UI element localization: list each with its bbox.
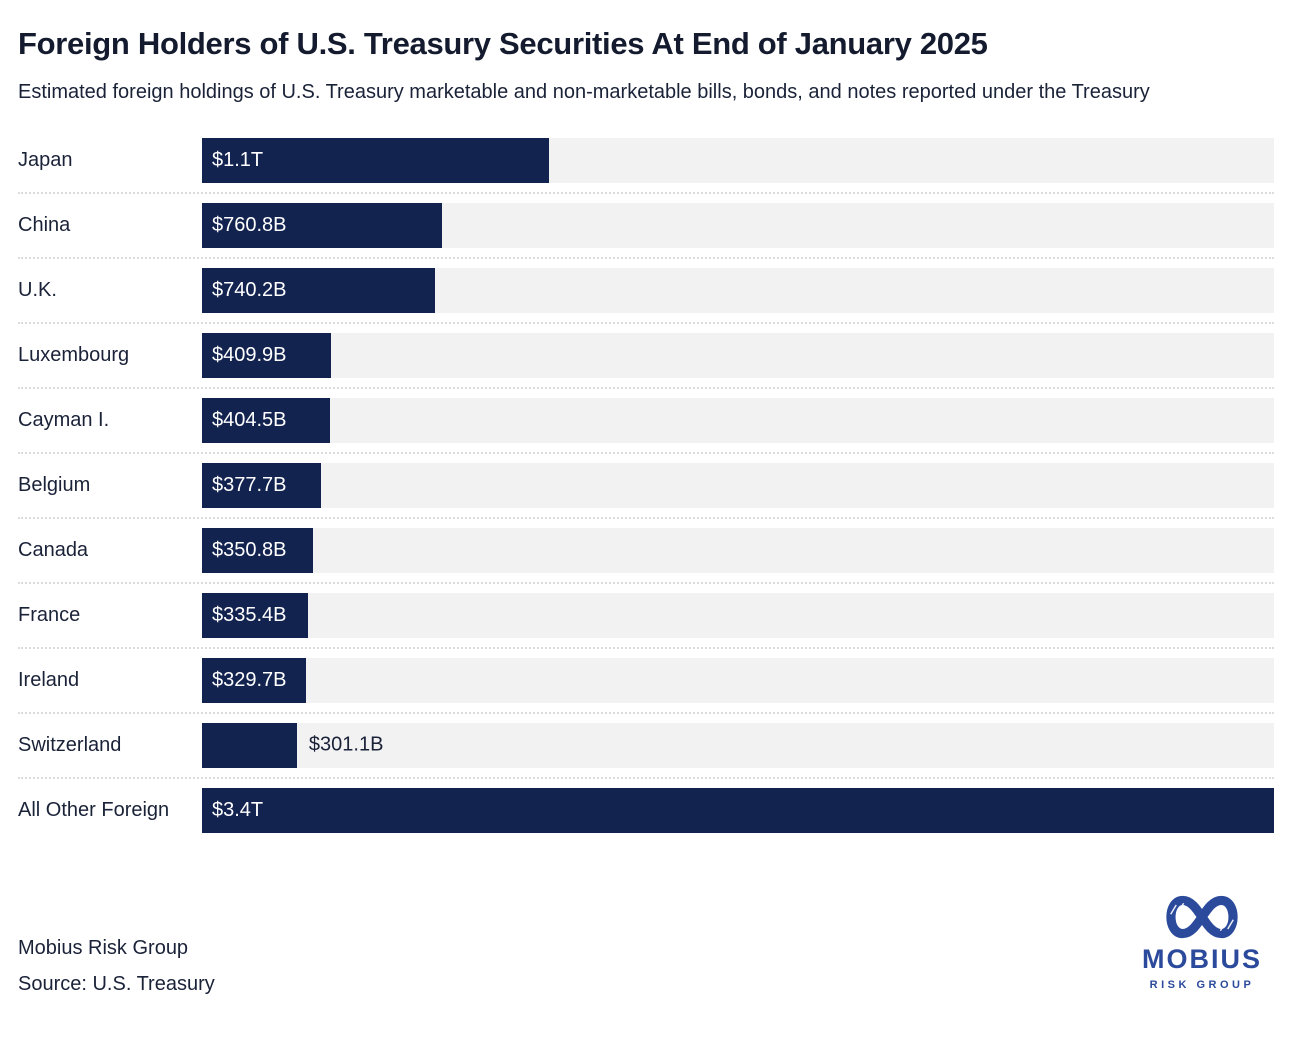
- chart-row: Belgium $377.7B: [18, 454, 1274, 519]
- category-label: China: [18, 213, 71, 236]
- bar: [202, 722, 297, 768]
- bar: $329.7B: [202, 657, 306, 703]
- category-label: Belgium: [18, 473, 91, 496]
- bar-value-label: $3.4T: [212, 798, 264, 821]
- bar-value-label: $409.9B: [212, 343, 287, 366]
- bar: $377.7B: [202, 462, 322, 508]
- chart-row: Cayman I. $404.5B: [18, 389, 1274, 454]
- chart-row: U.K. $740.2B: [18, 259, 1274, 324]
- chart-row: Switzerland $301.1B: [18, 714, 1274, 779]
- bar: $409.9B: [202, 332, 332, 378]
- bar: $760.8B: [202, 202, 442, 248]
- chart-row: Luxembourg $409.9B: [18, 324, 1274, 389]
- bar-track: $329.7B: [202, 657, 1274, 703]
- bar-value-label: $377.7B: [212, 473, 287, 496]
- bar: $404.5B: [202, 397, 330, 443]
- bar-track: $409.9B: [202, 332, 1274, 378]
- bar-track: $301.1B: [202, 722, 1274, 768]
- credits: Mobius Risk Group Source: U.S. Treasury: [18, 931, 215, 1002]
- bar-track: $1.1T: [202, 137, 1274, 183]
- bar: $740.2B: [202, 267, 436, 313]
- attribution-text: Mobius Risk Group: [18, 937, 189, 960]
- chart-row: China $760.8B: [18, 194, 1274, 259]
- chart-subtitle: Estimated foreign holdings of U.S. Treas…: [18, 81, 1150, 103]
- category-label: Japan: [18, 148, 73, 171]
- bar: $3.4T: [202, 787, 1274, 833]
- page-title: Foreign Holders of U.S. Treasury Securit…: [18, 26, 988, 61]
- bar-value-label: $740.2B: [212, 278, 287, 301]
- bar-chart: Japan $1.1T China $760.8B U.K. $740.2B Luxembo…: [18, 129, 1274, 842]
- bar-value-label: $335.4B: [212, 603, 287, 626]
- chart-row: France $335.4B: [18, 584, 1274, 649]
- footer: Mobius Risk Group Source: U.S. Treasury …: [18, 892, 1274, 1003]
- category-label: Luxembourg: [18, 343, 130, 366]
- bar: $1.1T: [202, 137, 549, 183]
- bar-value-label: $329.7B: [212, 668, 287, 691]
- source-text: Source: U.S. Treasury: [18, 973, 215, 995]
- category-label: Cayman I.: [18, 408, 110, 431]
- category-label: Switzerland: [18, 733, 122, 756]
- logo-subwordmark: RISK GROUP: [1149, 978, 1255, 991]
- category-label: All Other Foreign: [18, 798, 170, 821]
- bar-track: $3.4T: [202, 787, 1274, 833]
- bar-track: $404.5B: [202, 397, 1274, 443]
- category-label: Canada: [18, 538, 89, 561]
- chart-row: All Other Foreign $3.4T: [18, 779, 1274, 842]
- mobius-logo: MOBIUS RISK GROUP: [1142, 892, 1262, 1003]
- bar: $350.8B: [202, 527, 313, 573]
- logo-wordmark: MOBIUS: [1142, 943, 1262, 974]
- bar: $335.4B: [202, 592, 308, 638]
- bar-value-label: $301.1B: [308, 733, 384, 756]
- chart-row: Japan $1.1T: [18, 129, 1274, 194]
- bar-track: $760.8B: [202, 202, 1274, 248]
- bar-track: $350.8B: [202, 527, 1274, 573]
- mobius-infinity-icon: [1166, 895, 1238, 938]
- bar-value-label: $760.8B: [212, 213, 287, 236]
- category-label: Ireland: [18, 668, 80, 691]
- chart-row: Ireland $329.7B: [18, 649, 1274, 714]
- bar-track: $740.2B: [202, 267, 1274, 313]
- bar-value-label: $350.8B: [212, 538, 287, 561]
- category-label: U.K.: [18, 278, 57, 301]
- category-label: France: [18, 603, 81, 626]
- bar-value-label: $404.5B: [212, 408, 287, 431]
- chart-row: Canada $350.8B: [18, 519, 1274, 584]
- bar-value-label: $1.1T: [212, 148, 264, 171]
- bar-track: $377.7B: [202, 462, 1274, 508]
- bar-track: $335.4B: [202, 592, 1274, 638]
